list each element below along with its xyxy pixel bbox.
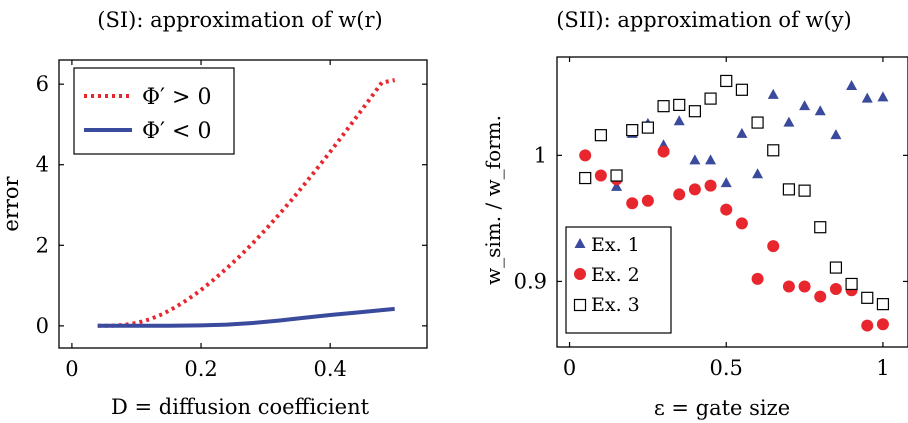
point-ex-1 [846,80,858,90]
point-ex-3 [751,116,764,129]
legend-label-ex2: Ex. 2 [591,264,640,286]
chart-si-x-axis: 0 0.2 0.4 [65,60,347,381]
point-ex-3 [688,105,701,118]
point-ex-3 [767,144,780,157]
point-ex-1 [861,92,873,103]
point-ex-3 [594,129,607,142]
chart-si-y-axis: 0 2 4 6 [36,72,427,338]
point-ex-3 [610,169,623,182]
chart-sii-x-axis: 0 0.5 1 [563,57,890,380]
chart-si-y-tick-label: 6 [36,72,49,96]
legend-label-phi-negative: Φ′ < 0 [142,119,211,144]
legend-marker-ex2 [574,268,586,280]
legend-label-ex3: Ex. 3 [591,294,640,316]
point-ex-2 [798,280,811,293]
point-ex-3 [876,298,890,311]
legend-label-phi-positive: Φ′ > 0 [142,85,211,110]
point-ex-2 [626,197,639,210]
point-ex-1 [673,115,685,126]
point-ex-2 [579,149,592,162]
chart-sii-x-tick-label: 0.5 [710,356,743,380]
point-ex-2 [673,188,686,201]
point-ex-3 [845,277,858,291]
point-ex-1 [830,129,842,140]
series-line-phi-positive [97,78,396,328]
chart-si-y-tick-label: 0 [36,314,49,338]
chart-si: (SI): approximation of w(r) 0 0.2 0.4 0 2 4 6… [0,8,428,419]
point-ex-2 [829,283,842,295]
point-ex-2 [814,290,827,303]
point-ex-2 [704,179,717,192]
chart-si-legend: Φ′ > 0 Φ′ < 0 [73,67,235,155]
chart-si-x-tick-label: 0.2 [184,357,217,381]
chart-si-x-tick-label: 0 [65,357,78,381]
point-ex-1 [814,105,826,116]
point-ex-3 [735,83,749,96]
point-ex-2 [657,145,670,158]
chart-sii-x-tick-label: 1 [876,356,889,380]
chart-sii-plot-frame [556,56,908,348]
point-ex-2 [782,280,795,293]
point-ex-3 [829,261,843,274]
point-ex-3 [861,291,874,304]
chart-sii-x-tick-label: 0 [563,356,576,380]
chart-sii-title: (SII): approximation of w(y) [556,8,852,32]
point-ex-3 [720,74,733,88]
point-ex-1 [689,154,701,165]
point-ex-3 [641,121,654,134]
chart-si-y-tick-label: 2 [36,233,49,257]
point-ex-3 [579,171,592,185]
chart-sii-x-label: ε = gate size [654,396,790,420]
legend-marker-ex1 [574,238,586,248]
chart-si-legend-box [73,67,235,155]
chart-si-series [97,78,396,328]
point-ex-1 [767,88,779,99]
point-ex-1 [799,100,811,111]
point-ex-2 [720,203,733,216]
point-ex-3 [673,98,686,112]
chart-si-plot-frame [58,59,428,349]
chart-si-y-label: error [0,175,23,231]
point-ex-1 [736,127,748,138]
chart-sii-legend: Ex. 1 Ex. 2 Ex. 3 [565,226,672,334]
point-ex-2 [641,194,654,207]
point-ex-2 [688,183,701,196]
point-ex-3 [626,124,639,137]
point-ex-2 [594,169,607,182]
chart-sii-y-label: w_sim. / w_form. [481,115,505,285]
legend-marker-ex3 [573,298,587,312]
point-ex-1 [877,91,889,102]
point-ex-3 [657,100,670,113]
chart-si-y-tick-label: 4 [36,153,49,177]
point-ex-2 [861,319,874,332]
point-ex-1 [611,180,623,191]
chart-sii: (SII): approximation of w(y) 0 0.5 1 0.91 … [481,8,908,420]
point-ex-1 [752,168,764,179]
legend-label-ex1: Ex. 1 [591,234,640,256]
chart-si-title: (SI): approximation of w(r) [97,8,382,32]
point-ex-3 [814,221,827,234]
chart-sii-series [579,74,890,332]
point-ex-1 [783,116,795,127]
point-ex-2 [876,318,889,331]
point-ex-3 [798,184,811,197]
point-ex-3 [704,92,717,105]
chart-si-x-label: D = diffusion coefficient [111,395,370,419]
point-ex-1 [705,154,717,165]
series-line-phi-negative [97,306,395,328]
point-ex-2 [751,272,764,285]
point-ex-3 [782,183,796,196]
point-ex-2 [735,217,748,230]
chart-sii-y-tick-label: 1 [534,143,547,167]
chart-sii-y-tick-label: 0.9 [514,269,547,293]
chart-sii-y-axis: 0.91 [514,143,908,293]
chart-si-x-tick-label: 0.4 [313,357,346,381]
point-ex-1 [720,177,732,188]
point-ex-2 [767,240,780,253]
